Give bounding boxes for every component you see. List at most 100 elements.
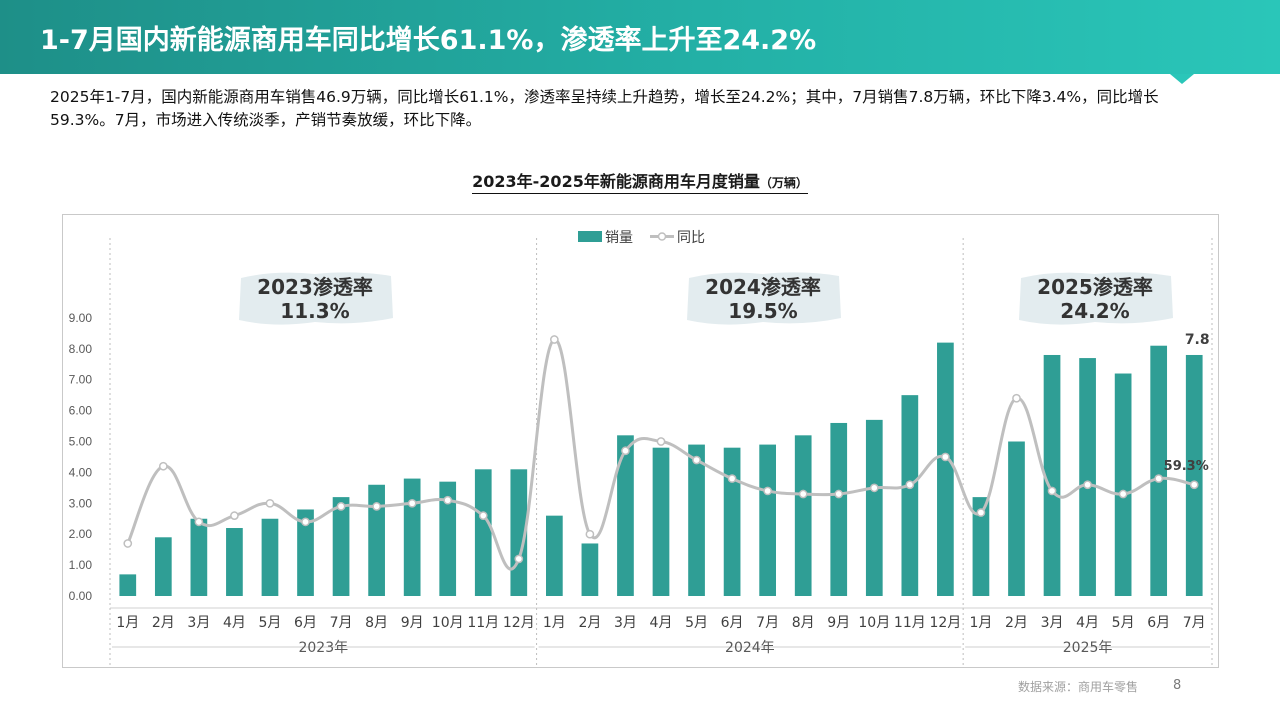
bar bbox=[1043, 354, 1061, 596]
brush-stroke-bg bbox=[1019, 272, 1173, 325]
yoy-point bbox=[869, 483, 879, 493]
y-tick-label: 3.00 bbox=[69, 496, 93, 510]
yoy-point bbox=[834, 489, 844, 499]
x-tick-label: 1月 bbox=[969, 615, 992, 631]
year-label: 2024年 bbox=[725, 640, 775, 656]
slide-title: 1-7月国内新能源商用车同比增长61.1%，渗透率上升至24.2% bbox=[40, 25, 817, 56]
summary-text: 2025年1-7月，国内新能源商用车销售46.9万辆，同比增长61.1%，渗透率… bbox=[50, 88, 1159, 129]
brush-stroke-bg bbox=[239, 272, 393, 325]
bar bbox=[226, 528, 243, 596]
x-tick-label: 9月 bbox=[827, 615, 850, 631]
yoy-point bbox=[976, 508, 986, 517]
bar-data-label: 7.8 bbox=[1185, 332, 1210, 348]
x-tick-label: 9月 bbox=[401, 615, 424, 631]
yoy-point bbox=[798, 489, 808, 499]
yoy-point bbox=[585, 529, 595, 539]
bar bbox=[794, 435, 812, 596]
yoy-point bbox=[265, 498, 275, 508]
bar bbox=[439, 481, 457, 596]
bar bbox=[865, 419, 883, 596]
x-tick-label: 12月 bbox=[929, 615, 961, 631]
title-banner bbox=[0, 0, 1280, 74]
bar bbox=[1185, 354, 1203, 596]
brush-stroke-bg bbox=[687, 272, 841, 325]
bar bbox=[368, 484, 385, 596]
bar bbox=[297, 509, 314, 596]
bar bbox=[119, 574, 137, 596]
y-tick-label: 8.00 bbox=[69, 342, 93, 356]
x-tick-label: 7月 bbox=[330, 615, 353, 631]
x-tick-label: 11月 bbox=[467, 615, 499, 631]
bar bbox=[581, 543, 599, 596]
y-tick-label: 6.00 bbox=[69, 404, 93, 418]
chart-title-row: 2023年-2025年新能源商用车月度销量（万辆） bbox=[0, 168, 1280, 194]
bar bbox=[830, 422, 848, 596]
y-tick-label: 1.00 bbox=[69, 558, 93, 572]
x-tick-label: 6月 bbox=[1147, 615, 1170, 631]
x-tick-label: 1月 bbox=[543, 615, 566, 631]
bar bbox=[403, 478, 421, 596]
y-tick-label: 0.00 bbox=[69, 589, 93, 603]
x-tick-label: 7月 bbox=[756, 615, 779, 631]
x-tick-label: 4月 bbox=[1076, 615, 1099, 631]
yoy-point bbox=[727, 474, 737, 483]
bar bbox=[1008, 441, 1025, 596]
yoy-point bbox=[763, 486, 772, 496]
x-tick-label: 2月 bbox=[578, 615, 601, 631]
penetration-text: 2023渗透率 11.3% bbox=[257, 275, 373, 323]
chart-frame bbox=[62, 214, 1219, 668]
yoy-point bbox=[621, 446, 630, 456]
bar bbox=[1150, 345, 1168, 596]
x-tick-label: 3月 bbox=[187, 615, 210, 631]
y-tick-label: 5.00 bbox=[69, 435, 93, 449]
yoy-point bbox=[123, 539, 133, 548]
x-tick-label: 2月 bbox=[1005, 615, 1028, 631]
data-source: 数据来源：商用车零售 bbox=[1018, 680, 1139, 694]
yoy-point bbox=[158, 461, 168, 471]
y-tick-label: 7.00 bbox=[69, 373, 93, 387]
year-label: 2025年 bbox=[1063, 640, 1113, 656]
x-tick-label: 4月 bbox=[223, 615, 246, 631]
yoy-point bbox=[478, 511, 488, 521]
x-tick-label: 3月 bbox=[614, 615, 637, 631]
yoy-point bbox=[372, 502, 381, 511]
x-tick-label: 4月 bbox=[650, 615, 673, 631]
yoy-point bbox=[692, 455, 701, 465]
x-tick-label: 11月 bbox=[894, 615, 926, 631]
legend-line-marker bbox=[657, 232, 667, 241]
bar bbox=[546, 515, 563, 596]
yoy-point bbox=[1047, 486, 1057, 496]
bar bbox=[154, 537, 172, 596]
penetration-text: 2024渗透率 19.5% bbox=[705, 275, 821, 323]
yoy-point bbox=[1118, 489, 1128, 499]
bar bbox=[688, 444, 705, 596]
x-tick-label: 2月 bbox=[152, 615, 175, 631]
yoy-point bbox=[1189, 480, 1199, 490]
legend-line-label: 同比 bbox=[677, 230, 705, 246]
bar bbox=[617, 435, 634, 596]
yoy-point bbox=[905, 480, 915, 490]
bar bbox=[190, 518, 208, 596]
yoy-point bbox=[1083, 480, 1092, 490]
x-tick-label: 10月 bbox=[432, 615, 464, 631]
penetration-text: 2025渗透率 24.2% bbox=[1037, 275, 1153, 323]
x-tick-label: 8月 bbox=[792, 615, 815, 631]
chart-title: 2023年-2025年新能源商用车月度销量（万辆） bbox=[472, 172, 808, 194]
y-tick-label: 4.00 bbox=[69, 465, 93, 479]
bar bbox=[1079, 358, 1096, 596]
yoy-point bbox=[656, 437, 666, 446]
bar bbox=[901, 395, 919, 596]
line-data-label: 59.3% bbox=[1164, 459, 1209, 474]
yoy-point bbox=[301, 517, 310, 527]
legend-bar-label: 销量 bbox=[605, 230, 633, 246]
bar bbox=[332, 497, 350, 596]
x-tick-label: 12月 bbox=[503, 615, 535, 631]
y-tick-label: 2.00 bbox=[69, 527, 93, 541]
yoy-point bbox=[1012, 393, 1021, 403]
x-tick-label: 5月 bbox=[1112, 615, 1135, 631]
x-tick-label: 5月 bbox=[259, 615, 282, 631]
yoy-point bbox=[443, 495, 453, 505]
bar bbox=[652, 447, 670, 596]
bar bbox=[474, 469, 492, 596]
